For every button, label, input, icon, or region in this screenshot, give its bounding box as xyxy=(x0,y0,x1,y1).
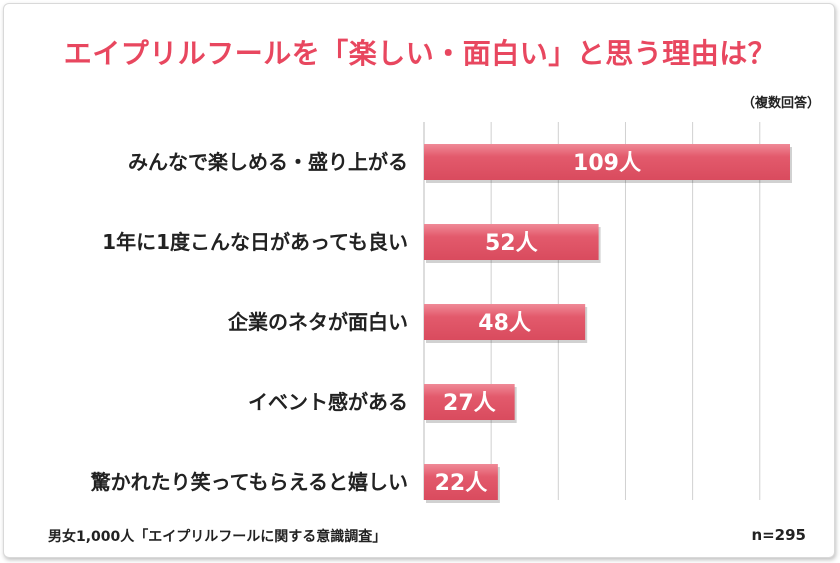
bar-value-label: 22人 xyxy=(435,471,488,496)
survey-source: 男女1,000人「エイプリルフールに関する意識調査」 xyxy=(48,529,387,545)
category-label: 企業のネタが面白い xyxy=(227,310,408,334)
category-label: 1年に1度こんな日があっても良い xyxy=(102,230,408,254)
category-label: みんなで楽しめる・盛り上がる xyxy=(128,150,408,174)
bar xyxy=(424,464,498,500)
category-label: イベント感がある xyxy=(248,390,408,414)
grid-lines xyxy=(423,122,761,500)
sample-size: n=295 xyxy=(751,526,806,544)
category-labels: みんなで楽しめる・盛り上がる 1年に1度こんな日があっても良い企業のネタが面白いイ… xyxy=(90,150,408,494)
bars: 109人 52人 48人 27人 22人 xyxy=(424,144,792,503)
bar-value-label: 52人 xyxy=(485,231,538,256)
category-label: 驚かれたり笑ってもらえると嬉しい xyxy=(90,470,408,494)
bar xyxy=(424,224,599,260)
bar xyxy=(424,304,586,340)
multiple-answer-note: （複数回答） xyxy=(741,96,820,111)
bar-value-label: 48人 xyxy=(478,311,531,336)
bar xyxy=(424,144,790,180)
bar-value-label: 109人 xyxy=(573,151,641,176)
bar-value-label: 27人 xyxy=(443,391,496,416)
chart-title: エイプリルフールを「楽しい・面白い」と思う理由は？ xyxy=(63,37,777,70)
chart-frame xyxy=(3,3,835,558)
bar xyxy=(424,384,515,420)
